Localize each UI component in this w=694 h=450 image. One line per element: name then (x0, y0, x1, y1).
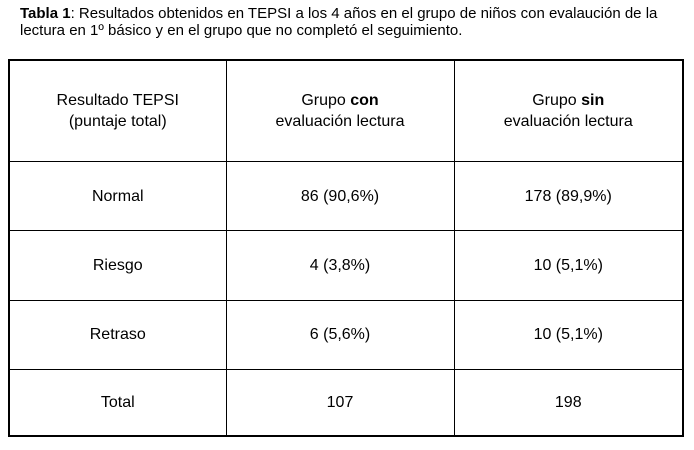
header-con-line2: evaluación lectura (275, 113, 405, 131)
table-row: Normal 86 (90,6%) 178 (89,9%) (10, 161, 682, 232)
cell-con: 86 (90,6%) (225, 161, 455, 232)
table-caption: Tabla 1: Resultados obtenidos en TEPSI a… (20, 5, 686, 39)
cell-con: 4 (3,8%) (225, 230, 455, 301)
table-row: Riesgo 4 (3,8%) 10 (5,1%) (10, 230, 682, 301)
header-result: Resultado TEPSI (puntaje total) (10, 61, 227, 163)
cell-con: 6 (5,6%) (225, 299, 455, 370)
table-row-total: Total 107 198 (10, 368, 682, 435)
header-con-bold: con (350, 92, 379, 110)
row-label: Retraso (10, 299, 227, 370)
row-label: Total (10, 368, 227, 435)
cell-con: 107 (225, 368, 455, 435)
results-table-frame: Resultado TEPSI (puntaje total) Grupo co… (8, 59, 684, 437)
row-label: Normal (10, 161, 227, 232)
header-con-pre: Grupo (301, 92, 351, 110)
header-result-line1: Resultado TEPSI (56, 92, 179, 110)
header-sin-line2: evaluación lectura (503, 113, 633, 131)
row-label: Riesgo (10, 230, 227, 301)
results-table: Resultado TEPSI (puntaje total) Grupo co… (10, 61, 682, 435)
header-result-line2: (puntaje total) (68, 113, 167, 131)
cell-sin: 10 (5,1%) (453, 299, 682, 370)
table-row: Retraso 6 (5,6%) 10 (5,1%) (10, 299, 682, 370)
caption-text: : Resultados obtenidos en TEPSI a los 4 … (20, 5, 658, 39)
caption-label: Tabla 1 (20, 5, 71, 22)
table-header-row: Resultado TEPSI (puntaje total) Grupo co… (10, 61, 682, 163)
cell-sin: 198 (453, 368, 682, 435)
header-group-con: Grupo con evaluación lectura (225, 61, 455, 163)
header-sin-pre: Grupo (532, 92, 582, 110)
header-group-sin: Grupo sin evaluación lectura (453, 61, 682, 163)
cell-sin: 10 (5,1%) (453, 230, 682, 301)
cell-sin: 178 (89,9%) (453, 161, 682, 232)
header-sin-bold: sin (581, 92, 605, 110)
